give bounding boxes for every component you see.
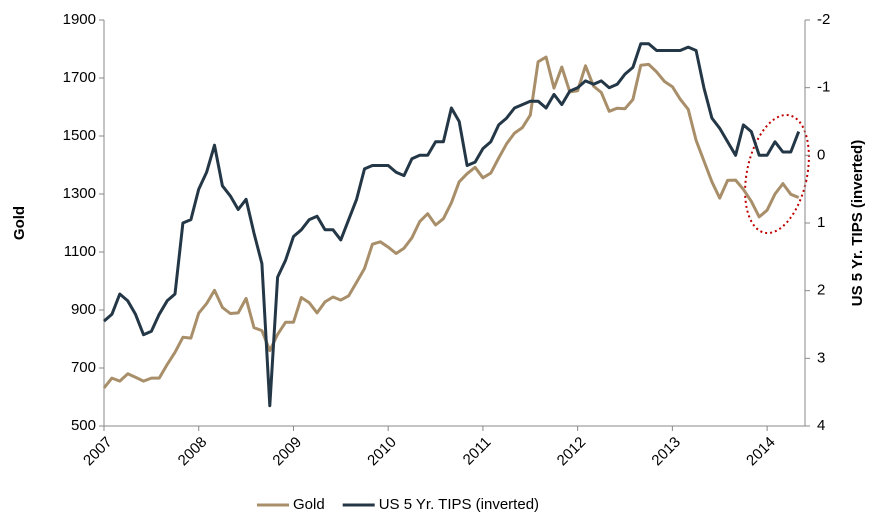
y2-tick-label: 0 [817, 146, 825, 163]
y2-tick-label: 3 [817, 349, 825, 366]
line-series [103, 42, 801, 408]
y-tick-label: 1900 [63, 11, 96, 28]
y2-axis-label: US 5 Yr. TIPS (inverted) [849, 140, 866, 306]
x-tick-label: 2014 [743, 434, 779, 470]
y-tick-label: 1500 [63, 127, 96, 144]
y2-tick-label: -2 [817, 11, 830, 28]
x-tick-label: 2012 [554, 434, 590, 470]
x-tick-label: 2013 [648, 434, 684, 470]
y2-tick-label: -1 [817, 79, 830, 96]
y-tick-label: 500 [71, 417, 96, 434]
legend-label: US 5 Yr. TIPS (inverted) [379, 496, 539, 513]
highlight-ellipse [744, 113, 810, 235]
y2-tick-label: 1 [817, 214, 825, 231]
y-tick-label: 1700 [63, 69, 96, 86]
y2-tick-label: 2 [817, 282, 825, 299]
y-axis-label: Gold [11, 206, 28, 240]
x-tick-label: 2010 [364, 434, 400, 470]
y-tick-label: 700 [71, 359, 96, 376]
y2-tick-label: 4 [817, 417, 825, 434]
x-tick-label: 2007 [80, 434, 116, 470]
y-tick-label: 1100 [64, 243, 96, 260]
y-tick-label: 900 [71, 301, 96, 318]
legend-label: Gold [293, 496, 325, 513]
line-series [102, 55, 800, 389]
x-tick-label: 2011 [460, 434, 495, 469]
y-tick-label: 1300 [63, 185, 96, 202]
x-tick-label: 2009 [269, 434, 305, 470]
x-tick-label: 2008 [175, 434, 211, 470]
